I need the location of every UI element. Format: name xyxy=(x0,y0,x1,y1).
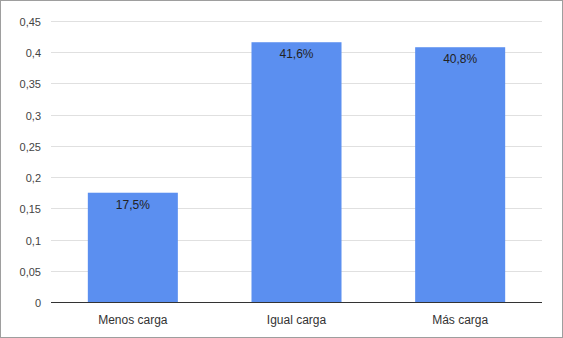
grid-line xyxy=(51,302,542,303)
x-tick-label: Igual carga xyxy=(267,313,327,327)
data-label: 40,8% xyxy=(443,52,477,66)
bar xyxy=(415,47,505,302)
labels: 17,5% Menos carga 41,6% Igual carga 40,8% Más… xyxy=(98,47,488,327)
y-tick-label: 0,05 xyxy=(20,266,41,278)
y-tick-label: 0,15 xyxy=(20,203,41,215)
y-tick-label: 0,2 xyxy=(26,172,41,184)
x-tick-label: Menos carga xyxy=(98,313,168,327)
data-label: 41,6% xyxy=(279,47,313,61)
grid-line xyxy=(51,21,542,22)
y-tick-label: 0 xyxy=(35,297,41,309)
y-tick-label: 0,35 xyxy=(20,78,41,90)
bars xyxy=(88,42,505,302)
y-tick-label: 0,45 xyxy=(20,16,41,28)
bar xyxy=(88,193,178,302)
y-tick-label: 0,4 xyxy=(26,47,41,59)
y-axis: 0 0,05 0,1 0,15 0,2 0,25 0,3 0,35 0,4 0,45 xyxy=(20,16,542,309)
y-tick-label: 0,3 xyxy=(26,110,41,122)
chart: 0 0,05 0,1 0,15 0,2 0,25 0,3 0,35 0,4 0,45 17,5% Me… xyxy=(0,0,563,338)
chart-container: 0 0,05 0,1 0,15 0,2 0,25 0,3 0,35 0,4 0,45 17,5% Me… xyxy=(0,0,563,338)
bar xyxy=(251,42,341,302)
x-tick-label: Más carga xyxy=(432,313,488,327)
y-tick-label: 0,1 xyxy=(26,235,41,247)
data-label: 17,5% xyxy=(116,198,150,212)
frame xyxy=(1,1,563,338)
x-axis-line xyxy=(51,302,542,303)
y-tick-label: 0,25 xyxy=(20,141,41,153)
